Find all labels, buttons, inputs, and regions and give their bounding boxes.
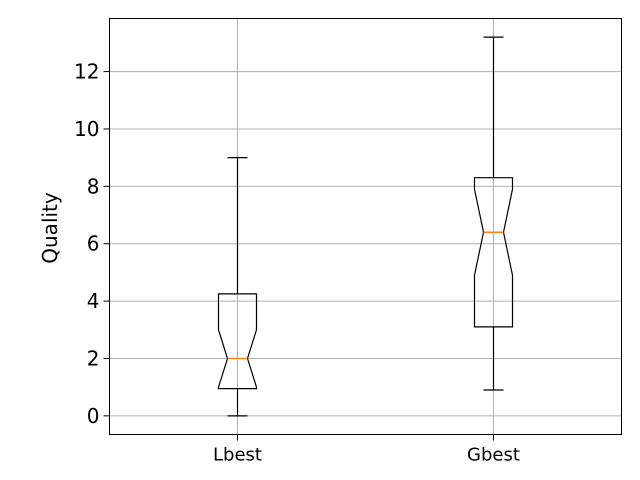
x-tick-label: Lbest <box>213 445 262 466</box>
y-tick-label: 8 <box>87 174 100 198</box>
y-tick-label: 6 <box>87 232 100 256</box>
plot-frame <box>109 18 622 435</box>
x-tick-label: Gbest <box>467 445 520 466</box>
box-body <box>217 293 258 390</box>
box-lbest <box>217 157 258 417</box>
box-body <box>473 177 514 328</box>
y-tick-label: 12 <box>74 60 99 84</box>
x-axis: Lbest Gbest <box>213 434 520 466</box>
y-axis-label: Quality <box>38 192 62 264</box>
y-tick-label: 0 <box>87 404 100 428</box>
y-tick-label: 4 <box>87 289 100 313</box>
box-gbest <box>473 36 514 391</box>
y-tick-label: 2 <box>87 346 100 370</box>
grid-lines <box>109 18 622 435</box>
y-axis: 0 2 4 6 8 10 12 <box>74 60 110 428</box>
box-series <box>217 36 514 417</box>
y-tick-label: 10 <box>74 117 99 141</box>
